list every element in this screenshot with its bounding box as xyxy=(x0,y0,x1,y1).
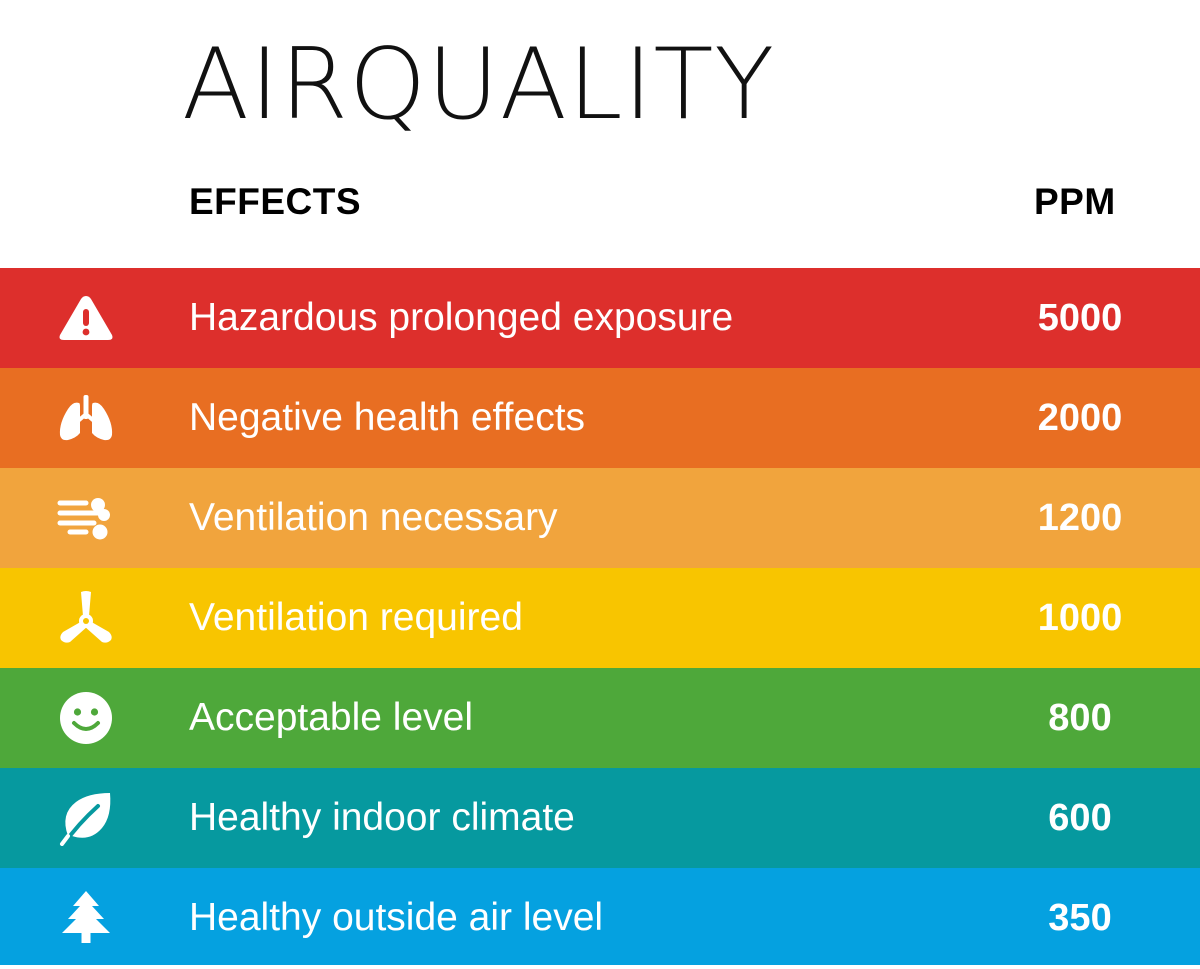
level-label: Ventilation required xyxy=(189,596,523,639)
level-label: Healthy outside air level xyxy=(189,896,604,939)
level-ppm: 1200 xyxy=(1037,497,1123,539)
lungs-icon xyxy=(56,390,116,446)
level-ppm: 2000 xyxy=(1037,397,1123,439)
page-title: AIRQUALITY xyxy=(182,28,776,142)
level-row-5000: Hazardous prolonged exposure 5000 xyxy=(0,268,1200,368)
level-label: Negative health effects xyxy=(189,396,586,439)
level-ppm: 800 xyxy=(1048,697,1112,739)
level-row-1200: Ventilation necessary 1200 xyxy=(0,468,1200,568)
level-ppm: 5000 xyxy=(1037,297,1123,339)
level-row-2000: Negative health effects 2000 xyxy=(0,368,1200,468)
ppm-column-header: PPM xyxy=(1034,181,1116,222)
air-quality-table: Hazardous prolonged exposure 5000 Negati… xyxy=(0,268,1200,965)
warning-icon xyxy=(56,290,116,346)
fan-icon xyxy=(56,590,116,646)
level-ppm: 1000 xyxy=(1037,597,1123,639)
level-row-800: Acceptable level 800 xyxy=(0,668,1200,768)
wind-icon xyxy=(56,490,116,546)
level-label: Healthy indoor climate xyxy=(189,796,575,839)
effects-column-header: EFFECTS xyxy=(189,181,362,222)
level-row-350: Healthy outside air level 350 xyxy=(0,868,1200,965)
level-row-600: Healthy indoor climate 600 xyxy=(0,768,1200,868)
leaf-icon xyxy=(56,790,116,846)
level-label: Hazardous prolonged exposure xyxy=(189,296,734,339)
level-label: Ventilation necessary xyxy=(189,496,558,539)
level-label: Acceptable level xyxy=(189,696,474,739)
level-row-1000: Ventilation required 1000 xyxy=(0,568,1200,668)
level-ppm: 350 xyxy=(1048,897,1112,939)
smiley-icon xyxy=(56,690,116,746)
tree-icon xyxy=(56,890,116,946)
level-ppm: 600 xyxy=(1048,797,1112,839)
